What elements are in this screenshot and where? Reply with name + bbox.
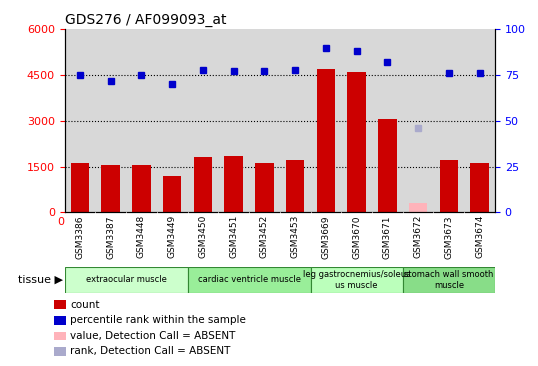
Text: GSM3448: GSM3448 — [137, 215, 146, 258]
Bar — [403, 267, 495, 293]
Bar — [54, 300, 66, 309]
Text: GSM3450: GSM3450 — [199, 215, 208, 258]
Text: GSM3669: GSM3669 — [321, 215, 330, 258]
Text: GSM3452: GSM3452 — [260, 215, 269, 258]
Bar — [409, 203, 427, 212]
Text: stomach wall smooth
muscle: stomach wall smooth muscle — [404, 270, 493, 290]
Bar — [70, 164, 89, 212]
Bar — [348, 72, 366, 212]
Text: 0: 0 — [57, 217, 64, 227]
Text: extraocular muscle: extraocular muscle — [86, 276, 166, 284]
Text: leg gastrocnemius/soleus
us muscle: leg gastrocnemius/soleus us muscle — [303, 270, 410, 290]
Bar — [286, 160, 305, 212]
Text: value, Detection Call = ABSENT: value, Detection Call = ABSENT — [70, 331, 235, 341]
Bar — [163, 176, 181, 212]
Bar — [317, 69, 335, 212]
Bar — [255, 164, 274, 212]
Bar — [194, 157, 212, 212]
Text: GSM3674: GSM3674 — [475, 215, 484, 258]
Text: cardiac ventricle muscle: cardiac ventricle muscle — [197, 276, 301, 284]
Bar — [54, 332, 66, 340]
Text: count: count — [70, 300, 100, 310]
Text: GSM3386: GSM3386 — [75, 215, 84, 258]
Bar — [470, 164, 489, 212]
Bar — [102, 165, 120, 212]
Bar — [54, 316, 66, 325]
Text: GSM3451: GSM3451 — [229, 215, 238, 258]
Text: GDS276 / AF099093_at: GDS276 / AF099093_at — [65, 13, 226, 27]
Bar — [54, 347, 66, 356]
Bar — [224, 156, 243, 212]
Bar — [310, 267, 403, 293]
Text: GSM3387: GSM3387 — [106, 215, 115, 258]
Bar — [132, 165, 151, 212]
Text: GSM3673: GSM3673 — [444, 215, 454, 258]
Text: tissue ▶: tissue ▶ — [18, 275, 63, 285]
Bar — [378, 119, 397, 212]
Text: percentile rank within the sample: percentile rank within the sample — [70, 315, 246, 325]
Bar — [440, 160, 458, 212]
Bar — [188, 267, 310, 293]
Bar — [65, 267, 188, 293]
Text: GSM3672: GSM3672 — [414, 215, 423, 258]
Text: rank, Detection Call = ABSENT: rank, Detection Call = ABSENT — [70, 347, 230, 356]
Text: GSM3670: GSM3670 — [352, 215, 361, 258]
Text: GSM3449: GSM3449 — [168, 215, 176, 258]
Text: GSM3671: GSM3671 — [383, 215, 392, 258]
Text: GSM3453: GSM3453 — [291, 215, 300, 258]
